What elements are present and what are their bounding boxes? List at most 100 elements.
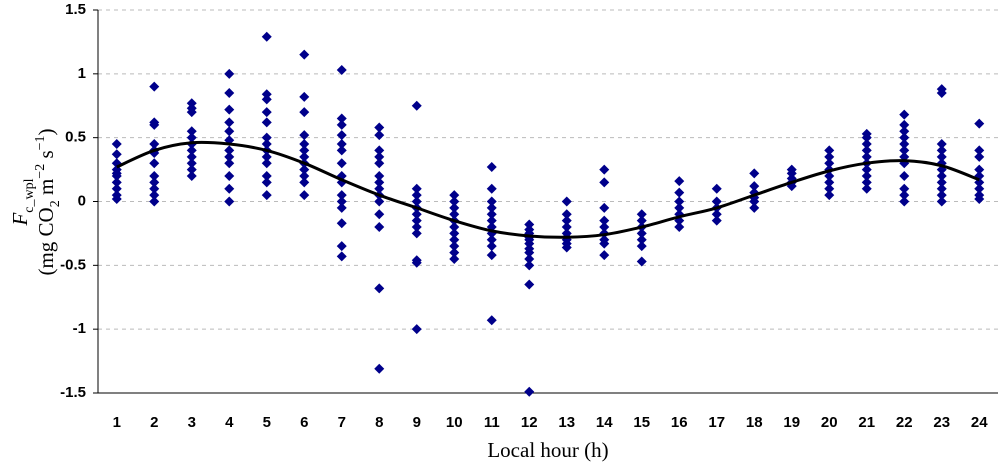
data-point <box>374 283 385 294</box>
x-tick-label: 15 <box>633 414 650 431</box>
data-point <box>936 151 947 162</box>
data-point <box>899 139 910 150</box>
data-point <box>899 170 910 181</box>
data-point <box>861 183 872 194</box>
data-point <box>599 177 610 188</box>
data-point <box>224 117 235 128</box>
data-point <box>824 145 835 156</box>
data-point <box>561 242 572 253</box>
data-point <box>299 107 310 118</box>
data-point <box>374 122 385 133</box>
y-tick-label: -1 <box>73 320 86 337</box>
data-point <box>599 215 610 226</box>
data-point <box>486 234 497 245</box>
data-point <box>561 222 572 233</box>
data-point <box>336 139 347 150</box>
data-point <box>261 89 272 100</box>
data-point <box>411 222 422 233</box>
data-point <box>561 196 572 207</box>
data-point <box>711 196 722 207</box>
data-point <box>261 158 272 169</box>
data-point <box>524 247 535 258</box>
data-point <box>749 196 760 207</box>
data-point <box>411 324 422 335</box>
data-point <box>486 315 497 326</box>
data-point <box>186 132 197 143</box>
x-tick-label: 24 <box>971 414 988 431</box>
y-axis-title-line: (mg CO2 m−2 s−1) <box>33 128 63 275</box>
y-axis-title-part: ) <box>34 128 58 135</box>
y-tick-label: 1.5 <box>65 1 86 18</box>
data-point <box>449 196 460 207</box>
data-point <box>486 250 497 261</box>
data-point <box>936 170 947 181</box>
x-tick-label: 6 <box>300 414 308 431</box>
data-point <box>974 151 985 162</box>
y-axis-title-part: m <box>34 179 58 201</box>
data-point <box>861 132 872 143</box>
data-point <box>411 228 422 239</box>
x-tick-label: 12 <box>521 414 538 431</box>
data-point <box>449 253 460 264</box>
x-tick-label: 8 <box>375 414 383 431</box>
data-point <box>299 177 310 188</box>
data-point <box>336 65 347 76</box>
data-point <box>336 130 347 141</box>
data-point <box>186 151 197 162</box>
data-point <box>861 139 872 150</box>
data-point <box>411 215 422 226</box>
data-point <box>486 215 497 226</box>
data-point <box>936 87 947 98</box>
data-point <box>374 177 385 188</box>
x-tick-label: 16 <box>671 414 688 431</box>
trend-line <box>116 140 980 239</box>
data-point <box>299 170 310 181</box>
data-point <box>224 68 235 79</box>
data-point <box>974 145 985 156</box>
data-point <box>186 126 197 137</box>
data-point <box>336 196 347 207</box>
data-point <box>449 241 460 252</box>
data-point <box>861 164 872 175</box>
data-point <box>899 196 910 207</box>
data-point <box>149 183 160 194</box>
data-point <box>186 98 197 109</box>
data-point <box>636 234 647 245</box>
data-point <box>936 177 947 188</box>
data-point <box>224 158 235 169</box>
y-axis-title-part: F <box>8 213 32 227</box>
y-axis-title-part: c_wpl <box>22 178 37 212</box>
y-axis-title: Fc_wpl(mg CO2 m−2 s−1) <box>8 128 63 275</box>
data-point <box>224 126 235 137</box>
data-point <box>824 183 835 194</box>
data-point <box>149 190 160 201</box>
data-point <box>224 151 235 162</box>
y-tick-label: -0.5 <box>60 256 86 273</box>
data-point <box>449 234 460 245</box>
data-point <box>336 251 347 262</box>
x-tick-label: 18 <box>746 414 763 431</box>
data-point <box>299 164 310 175</box>
data-point <box>149 158 160 169</box>
data-point <box>149 177 160 188</box>
data-point <box>674 222 685 233</box>
data-point <box>561 209 572 220</box>
data-point <box>111 139 122 150</box>
data-point <box>486 209 497 220</box>
data-point <box>224 196 235 207</box>
data-point <box>449 247 460 258</box>
x-tick-label: 5 <box>263 414 271 431</box>
data-point <box>861 151 872 162</box>
y-axis-title-part: −2 <box>33 164 48 179</box>
data-point <box>524 386 535 397</box>
data-point <box>486 202 497 213</box>
y-tick-label: 0 <box>78 192 86 209</box>
data-point <box>411 190 422 201</box>
data-point <box>374 170 385 181</box>
data-point <box>149 119 160 130</box>
data-point <box>186 145 197 156</box>
data-point <box>974 193 985 204</box>
data-point <box>449 202 460 213</box>
data-point <box>336 190 347 201</box>
data-point <box>299 145 310 156</box>
